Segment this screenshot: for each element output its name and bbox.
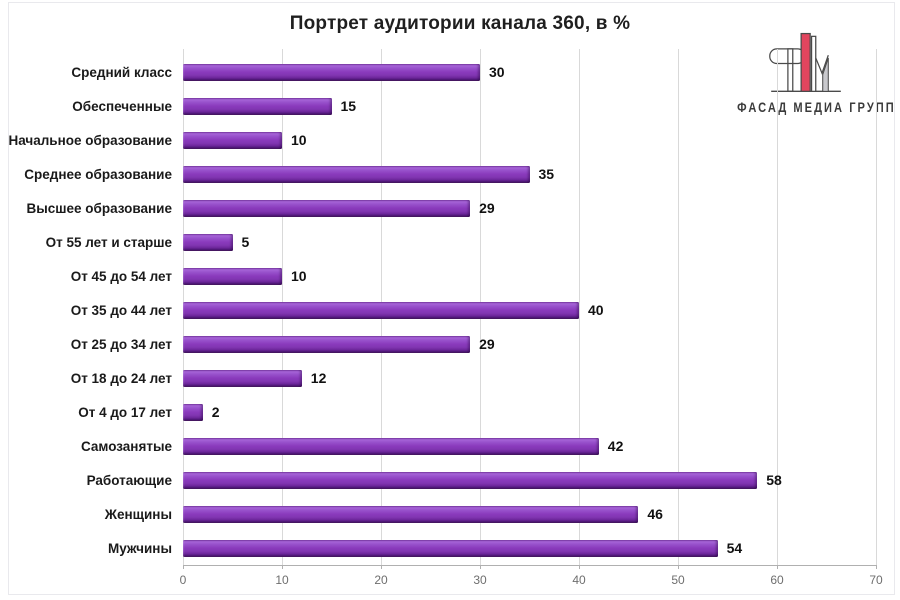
- value-label: 40: [588, 302, 604, 318]
- logo-text: ФАСАД МЕДИА ГРУПП: [737, 100, 896, 115]
- category-label: Высшее образование: [26, 200, 172, 216]
- category-label: Средний класс: [71, 64, 172, 80]
- category-label: Самозанятые: [80, 438, 172, 454]
- bar: [183, 199, 471, 217]
- bar-row: Средний класс 30: [0, 55, 900, 89]
- x-axis-line: [183, 565, 877, 566]
- bar: [183, 267, 282, 285]
- bar: [183, 165, 530, 183]
- category-label: От 35 до 44 лет: [70, 302, 172, 318]
- value-label: 29: [479, 200, 495, 216]
- bar-row: Женщины 46: [0, 497, 900, 531]
- logo-mark-icon: [769, 32, 841, 93]
- bar: [183, 301, 579, 319]
- gridline: [777, 49, 778, 565]
- chart-title: Портрет аудитории канала 360, в %: [289, 13, 631, 34]
- value-label: 10: [291, 268, 307, 284]
- x-tick-label: 70: [869, 573, 883, 587]
- bar-row: От 25 до 34 лет 29: [0, 327, 900, 361]
- value-label: 54: [726, 540, 743, 556]
- category-label: Начальное образование: [8, 132, 172, 148]
- bar-row: От 18 до 24 лет 12: [0, 361, 900, 395]
- gridline: [579, 49, 580, 565]
- logo: ФАСАД МЕДИА ГРУПП: [722, 30, 896, 115]
- category-label: От 25 до 34 лет: [70, 336, 172, 352]
- x-axis-tick: [579, 565, 580, 569]
- bar: [183, 97, 332, 115]
- x-tick-label: 0: [179, 573, 187, 587]
- x-axis-tick: [282, 565, 283, 569]
- value-label: 12: [310, 370, 327, 386]
- category-label: От 4 до 17 лет: [78, 404, 172, 420]
- bar: [183, 539, 718, 557]
- bar: [183, 437, 599, 455]
- value-label: 30: [489, 64, 505, 80]
- category-label: От 55 лет и старше: [45, 234, 172, 250]
- value-label: 46: [647, 506, 663, 522]
- x-tick-label: 60: [770, 573, 784, 587]
- value-label: 5: [241, 234, 250, 250]
- value-label: 42: [607, 438, 624, 454]
- bar-row: От 55 лет и старше 5: [0, 225, 900, 259]
- x-tick-label: 50: [671, 573, 685, 587]
- value-label: 58: [766, 472, 782, 488]
- bar: [183, 335, 471, 353]
- bar-row: Начальное образование 10: [0, 123, 900, 157]
- category-label: Обеспеченные: [72, 98, 172, 114]
- bar-row: Мужчины 54: [0, 531, 900, 565]
- bar-row: Среднее образование 35: [0, 157, 900, 191]
- bar: [183, 131, 282, 149]
- x-axis-tick: [183, 565, 184, 569]
- category-label: Женщины: [104, 506, 172, 522]
- gridline: [678, 49, 679, 565]
- category-label: От 18 до 24 лет: [70, 370, 172, 386]
- category-label: Среднее образование: [24, 166, 172, 182]
- bar-row: Обеспеченные 15: [0, 89, 900, 123]
- x-axis-tick: [480, 565, 481, 569]
- bar-row: Самозанятые 42: [0, 429, 900, 463]
- value-label: 2: [211, 404, 220, 420]
- x-axis-tick: [876, 565, 877, 569]
- x-tick-label: 30: [473, 573, 487, 587]
- x-tick-label: 40: [572, 573, 586, 587]
- bar-row: От 35 до 44 лет 40: [0, 293, 900, 327]
- value-label: 10: [291, 132, 307, 148]
- category-label: От 45 до 54 лет: [70, 268, 172, 284]
- x-tick-label: 20: [374, 573, 388, 587]
- x-tick-label: 10: [275, 573, 289, 587]
- value-label: 15: [340, 98, 357, 114]
- value-label: 29: [479, 336, 495, 352]
- gridline: [876, 49, 877, 565]
- x-axis-tick: [777, 565, 778, 569]
- bar: [183, 505, 639, 523]
- category-label: Мужчины: [108, 540, 172, 556]
- x-axis-tick: [678, 565, 679, 569]
- bar-row: Работающие 58: [0, 463, 900, 497]
- bar-row: От 4 до 17 лет 2: [0, 395, 900, 429]
- bar: [183, 403, 203, 421]
- bar-row: Высшее образование 29: [0, 191, 900, 225]
- bar: [183, 471, 758, 489]
- category-label: Работающие: [86, 472, 172, 488]
- bar: [183, 63, 480, 81]
- bar-row: От 45 до 54 лет 10: [0, 259, 900, 293]
- bar: [183, 233, 233, 251]
- x-axis-tick: [381, 565, 382, 569]
- bar: [183, 369, 302, 387]
- value-label: 35: [538, 166, 555, 182]
